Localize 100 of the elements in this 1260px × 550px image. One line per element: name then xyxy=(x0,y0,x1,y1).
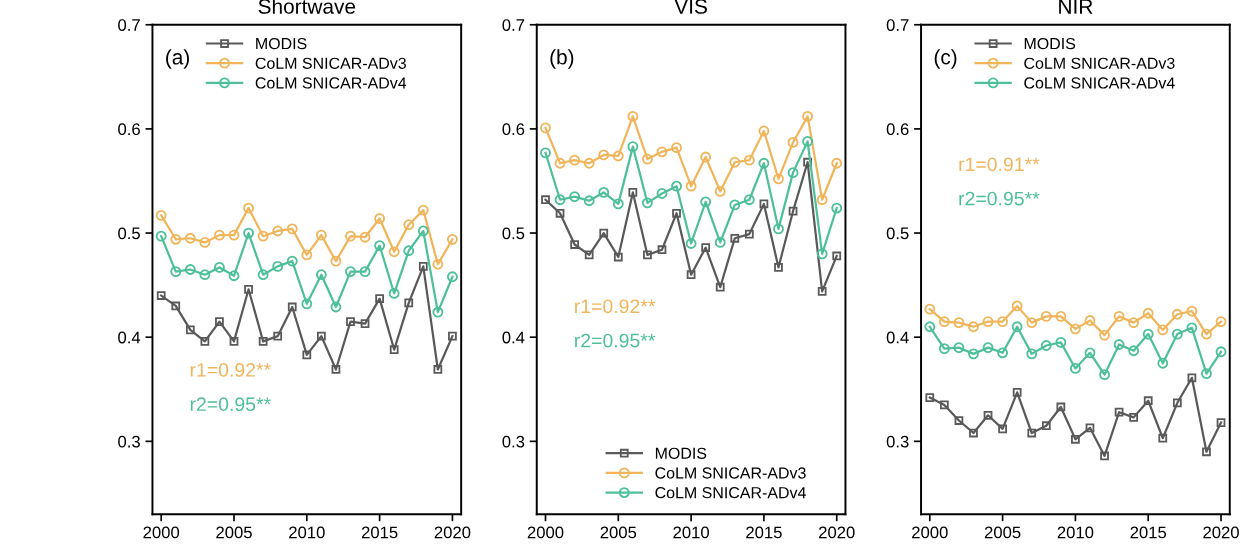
point xyxy=(554,157,566,169)
point xyxy=(1085,423,1095,433)
point xyxy=(686,270,696,280)
point xyxy=(1158,433,1168,443)
annotation: r1=0.91** xyxy=(959,157,1040,172)
point xyxy=(346,317,355,326)
point xyxy=(816,194,828,206)
legend-label: MODIS xyxy=(1024,37,1076,50)
point xyxy=(1172,398,1182,408)
point xyxy=(432,306,444,318)
point xyxy=(171,301,181,311)
point xyxy=(316,331,326,341)
y-tick-label: 0.3 xyxy=(118,435,140,448)
point xyxy=(1128,345,1140,357)
point xyxy=(968,348,979,360)
point xyxy=(286,255,298,267)
point xyxy=(598,187,610,198)
legend-label: CoLM SNICAR-ADv3 xyxy=(255,57,406,69)
point xyxy=(788,206,798,216)
point xyxy=(700,196,712,208)
point xyxy=(345,230,356,242)
point xyxy=(1129,413,1139,422)
x-tick-label: 2010 xyxy=(1057,526,1094,539)
point xyxy=(1041,421,1051,431)
point xyxy=(389,345,399,355)
point xyxy=(417,225,429,237)
point xyxy=(656,146,668,158)
y-tick-label: 0.5 xyxy=(886,227,909,240)
point xyxy=(302,350,312,360)
point xyxy=(569,191,581,203)
point xyxy=(817,286,827,296)
y-tick-label: 0.6 xyxy=(886,123,909,136)
point xyxy=(1084,347,1096,359)
point xyxy=(360,319,370,329)
point xyxy=(1099,369,1110,381)
point xyxy=(1026,317,1038,329)
point xyxy=(743,154,755,166)
point xyxy=(584,250,594,260)
legend-label: CoLM SNICAR-ADv4 xyxy=(1024,77,1175,89)
point xyxy=(257,269,269,281)
point xyxy=(816,248,828,260)
point xyxy=(1157,357,1169,369)
point xyxy=(759,199,769,209)
point xyxy=(374,240,386,251)
point xyxy=(998,424,1007,434)
point xyxy=(199,269,211,281)
point xyxy=(729,156,741,168)
point xyxy=(1215,346,1227,358)
point xyxy=(997,316,1009,327)
y-tick-label: 0.7 xyxy=(886,19,909,31)
point xyxy=(1099,329,1110,341)
point xyxy=(156,291,166,300)
point xyxy=(214,261,225,273)
annotation: (a) xyxy=(166,49,189,69)
point xyxy=(773,223,784,235)
legend-label: MODIS xyxy=(655,447,707,459)
point xyxy=(982,316,994,327)
point xyxy=(243,227,254,239)
point xyxy=(953,342,965,354)
point xyxy=(184,232,196,244)
point xyxy=(831,157,843,169)
point xyxy=(598,149,610,161)
point xyxy=(433,365,443,374)
point xyxy=(685,238,697,249)
point xyxy=(1143,396,1153,406)
legend-label: CoLM SNICAR-ADv4 xyxy=(255,77,407,89)
point xyxy=(1055,336,1067,348)
point xyxy=(642,197,653,209)
point xyxy=(612,198,624,210)
point xyxy=(1171,308,1183,320)
point xyxy=(1202,447,1211,457)
point xyxy=(953,317,965,329)
point xyxy=(331,365,341,374)
point xyxy=(730,233,740,243)
point xyxy=(657,245,667,255)
y-tick-label: 0.5 xyxy=(502,227,525,240)
point xyxy=(447,233,458,245)
point xyxy=(925,393,935,402)
point xyxy=(215,317,224,326)
point xyxy=(672,208,681,218)
annotation: (b) xyxy=(550,49,574,69)
point xyxy=(938,316,950,327)
point xyxy=(627,141,639,153)
point xyxy=(541,195,550,205)
x-tick-label: 2005 xyxy=(600,526,637,539)
point xyxy=(1027,428,1037,438)
point xyxy=(418,261,428,271)
point xyxy=(758,157,770,169)
annotation: r1=0.92** xyxy=(190,363,271,377)
point xyxy=(375,294,384,304)
point xyxy=(1187,373,1197,383)
point xyxy=(417,204,429,216)
point xyxy=(1056,402,1066,412)
point xyxy=(200,336,210,346)
point xyxy=(997,347,1009,359)
x-tick-label: 2015 xyxy=(746,526,782,539)
point xyxy=(315,229,327,241)
legend-label: CoLM SNICAR-ADv4 xyxy=(655,487,806,499)
point xyxy=(773,173,784,185)
point xyxy=(1040,340,1052,351)
